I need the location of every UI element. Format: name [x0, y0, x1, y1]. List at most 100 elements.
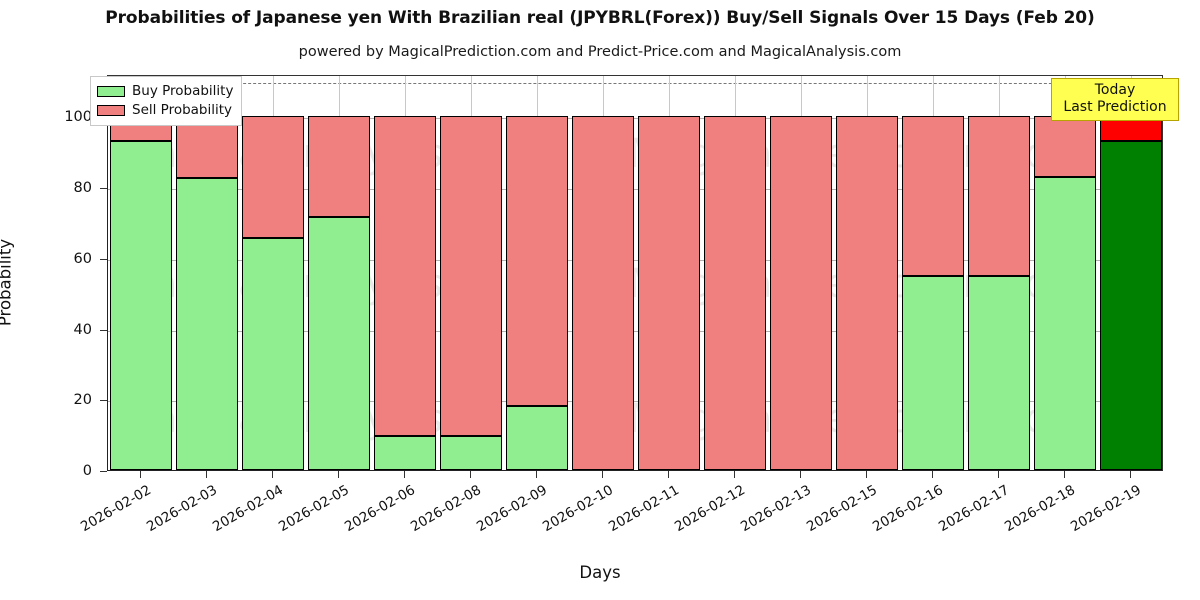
x-tick-label: 2026-02-05: [276, 482, 352, 536]
y-tick-mark: [100, 258, 107, 260]
y-tick-mark: [100, 329, 107, 331]
reference-dashed-line: [108, 83, 1162, 85]
bar-segment-buy[interactable]: [439, 435, 502, 470]
x-tick-label: 2026-02-06: [342, 482, 418, 536]
legend-swatch-sell-icon: [97, 105, 125, 116]
x-tick-label: 2026-02-12: [672, 482, 748, 536]
x-axis-label: Days: [579, 563, 621, 582]
legend[interactable]: Buy Probability Sell Probability: [90, 76, 243, 126]
x-tick-mark: [1064, 471, 1065, 478]
x-tick-mark: [932, 471, 933, 478]
x-tick-label: 2026-02-16: [870, 482, 946, 536]
bar-segment-sell[interactable]: [769, 116, 832, 470]
x-tick-mark: [668, 471, 669, 478]
x-tick-mark: [866, 471, 867, 478]
bar-segment-sell[interactable]: [307, 116, 370, 218]
x-tick-mark: [536, 471, 537, 478]
gridline-horizontal: [108, 401, 1162, 403]
bar[interactable]: [703, 76, 766, 470]
bar[interactable]: [769, 76, 832, 470]
bar-segment-sell[interactable]: [967, 116, 1030, 276]
y-axis-label: Probability: [0, 238, 15, 327]
x-tick-label: 2026-02-18: [1002, 482, 1078, 536]
plot-area: MagicalAnalysis.comMagicalPrediction.com…: [107, 75, 1163, 471]
today-annotation-line2: Last Prediction: [1063, 99, 1167, 115]
legend-item-buy: Buy Probability: [97, 82, 233, 101]
y-tick-label: 60: [73, 250, 92, 267]
bar-segment-buy[interactable]: [109, 141, 172, 470]
bar[interactable]: [1033, 76, 1096, 470]
x-tick-label: 2026-02-15: [804, 482, 880, 536]
y-tick-mark: [100, 471, 107, 472]
bar-today[interactable]: [1099, 76, 1162, 470]
x-tick-label: 2026-02-04: [210, 482, 286, 536]
y-tick-label: 0: [82, 463, 92, 479]
x-tick-mark: [1130, 471, 1131, 478]
bar[interactable]: [439, 76, 502, 470]
x-tick-mark: [602, 471, 603, 478]
bar-segment-buy[interactable]: [241, 238, 304, 470]
bar[interactable]: [901, 76, 964, 470]
today-annotation: Today Last Prediction: [1051, 78, 1179, 121]
bar-segment-buy[interactable]: [307, 217, 370, 470]
x-tick-mark: [206, 471, 207, 478]
x-tick-mark: [998, 471, 999, 478]
gridline-horizontal: [108, 330, 1162, 332]
x-tick-mark: [338, 471, 339, 478]
bar-segment-sell[interactable]: [901, 116, 964, 276]
bar[interactable]: [571, 76, 634, 470]
bar[interactable]: [505, 76, 568, 470]
x-tick-mark: [272, 471, 273, 478]
legend-swatch-buy-icon: [97, 86, 125, 97]
gridline-horizontal: [108, 118, 1162, 120]
bar[interactable]: [175, 76, 238, 470]
legend-item-sell: Sell Probability: [97, 101, 233, 120]
legend-label-buy: Buy Probability: [132, 83, 234, 99]
bar[interactable]: [307, 76, 370, 470]
x-tick-mark: [470, 471, 471, 478]
x-tick-label: 2026-02-02: [78, 482, 154, 536]
y-tick-label: 20: [73, 392, 92, 409]
bar-segment-sell[interactable]: [637, 116, 700, 470]
x-tick-label: 2026-02-10: [540, 482, 616, 536]
bar-segment-buy[interactable]: [1099, 141, 1162, 470]
bar-segment-buy[interactable]: [175, 178, 238, 470]
x-tick-label: 2026-02-17: [936, 482, 1012, 536]
bar-segment-buy[interactable]: [967, 275, 1030, 470]
x-tick-label: 2026-02-13: [738, 482, 814, 536]
chart-title: Probabilities of Japanese yen With Brazi…: [105, 8, 1095, 28]
x-tick-label: 2026-02-08: [408, 482, 484, 536]
bar-segment-sell[interactable]: [241, 116, 304, 239]
x-tick-label: 2026-02-09: [474, 482, 550, 536]
bar-segment-sell[interactable]: [1033, 116, 1096, 177]
x-tick-mark: [140, 471, 141, 478]
bar-segment-sell[interactable]: [703, 116, 766, 470]
x-tick-label: 2026-02-03: [144, 482, 220, 536]
bar-segment-buy[interactable]: [373, 435, 436, 470]
x-tick-label: 2026-02-11: [606, 482, 682, 536]
bar[interactable]: [241, 76, 304, 470]
bar-segment-buy[interactable]: [1033, 176, 1096, 470]
bar-segment-sell[interactable]: [505, 116, 568, 407]
chart-subtitle: powered by MagicalPrediction.com and Pre…: [298, 44, 902, 60]
bar-segment-sell[interactable]: [373, 116, 436, 436]
today-annotation-line1: Today: [1094, 82, 1136, 98]
bar-segment-sell[interactable]: [835, 116, 898, 470]
bar[interactable]: [835, 76, 898, 470]
bar[interactable]: [373, 76, 436, 470]
bar-segment-buy[interactable]: [505, 406, 568, 470]
bar[interactable]: [967, 76, 1030, 470]
x-tick-mark: [404, 471, 405, 478]
bar-segment-buy[interactable]: [901, 275, 964, 470]
x-tick-mark: [734, 471, 735, 478]
y-tick-label: 40: [73, 321, 92, 338]
bar[interactable]: [637, 76, 700, 470]
y-tick-label: 80: [73, 180, 92, 197]
bar[interactable]: [109, 76, 172, 470]
bar-segment-sell[interactable]: [439, 116, 502, 436]
legend-label-sell: Sell Probability: [132, 102, 233, 118]
bar-segment-sell[interactable]: [571, 116, 634, 470]
y-tick-mark: [100, 400, 107, 402]
gridline-horizontal: [108, 189, 1162, 191]
